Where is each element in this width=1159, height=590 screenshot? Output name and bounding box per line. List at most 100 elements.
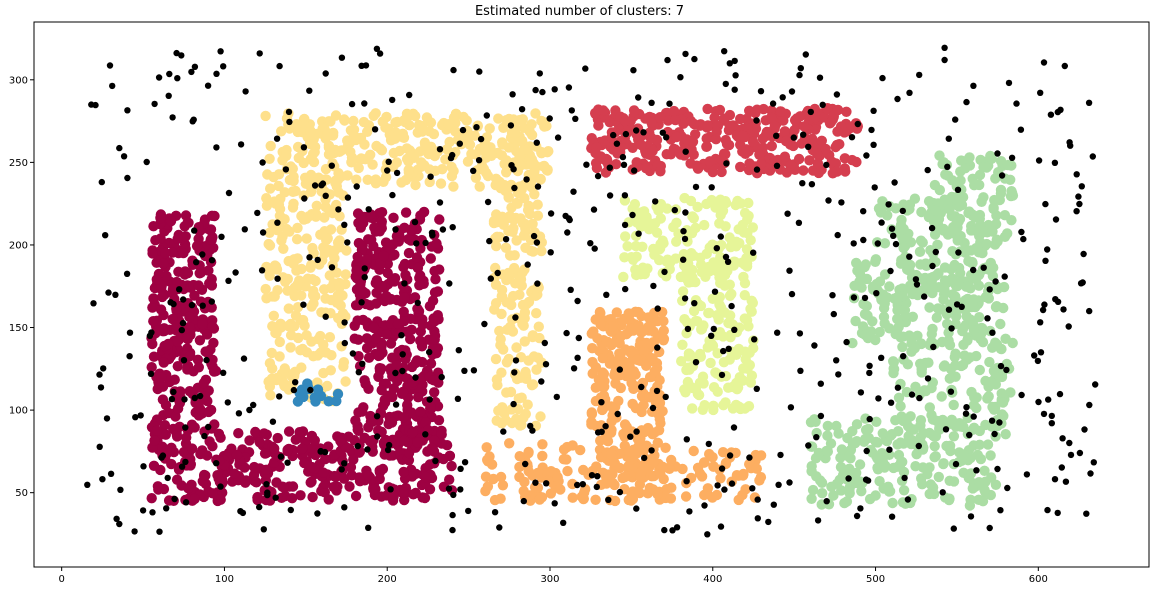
cluster-point	[342, 135, 353, 146]
cluster-point	[587, 343, 598, 354]
cluster-point	[410, 357, 421, 369]
cluster-point	[879, 298, 890, 309]
noise-point	[866, 415, 873, 423]
noise-point	[932, 248, 939, 256]
cluster-point	[948, 431, 960, 442]
noise-point	[800, 131, 807, 138]
cluster-point	[717, 205, 729, 216]
cluster-point	[655, 166, 666, 177]
cluster-point	[607, 321, 618, 332]
noise-point	[754, 496, 761, 503]
cluster-point	[636, 465, 647, 477]
noise-point	[1005, 79, 1013, 87]
noise-point	[635, 230, 642, 237]
cluster-point	[747, 136, 759, 147]
cluster-point	[991, 234, 1002, 245]
noise-point	[429, 232, 436, 239]
noise-point	[151, 100, 158, 108]
cluster-point	[666, 482, 677, 493]
cluster-point	[301, 330, 312, 341]
cluster-point	[410, 179, 421, 191]
cluster-point	[295, 490, 306, 501]
noise-point	[997, 362, 1005, 370]
cluster-point	[466, 148, 477, 160]
noise-point	[1023, 471, 1031, 478]
cluster-point	[403, 164, 414, 176]
cluster-point	[934, 416, 946, 427]
cluster-point	[654, 112, 666, 123]
cluster-point	[719, 269, 731, 281]
noise-point	[225, 189, 233, 197]
noise-point	[533, 239, 541, 246]
noise-point	[274, 219, 281, 226]
cluster-point	[719, 307, 730, 318]
cluster-point	[390, 132, 401, 143]
cluster-point	[390, 360, 402, 371]
cluster-point	[834, 474, 845, 485]
noise-point	[1048, 420, 1056, 427]
noise-point	[554, 134, 562, 141]
cluster-point	[932, 303, 944, 314]
noise-point	[708, 184, 715, 191]
cluster-point	[279, 363, 290, 374]
cluster-point	[151, 274, 162, 285]
noise-point	[788, 88, 796, 95]
cluster-point	[929, 229, 941, 240]
cluster-point	[849, 438, 861, 449]
noise-point	[224, 399, 231, 406]
noise-point	[322, 70, 329, 77]
cluster-point	[630, 240, 642, 252]
cluster-point	[754, 475, 765, 486]
cluster-point	[707, 340, 719, 351]
cluster-point	[519, 336, 530, 347]
cluster-point	[292, 141, 304, 153]
cluster-point	[860, 424, 872, 436]
cluster-point	[201, 329, 213, 340]
noise-point	[551, 500, 558, 507]
noise-point	[260, 526, 267, 533]
noise-point	[786, 267, 793, 274]
cluster-point	[302, 273, 313, 284]
cluster-point	[250, 426, 261, 438]
cluster-point	[271, 477, 282, 488]
cluster-point	[798, 165, 809, 176]
cluster-point	[743, 401, 755, 412]
cluster-point	[412, 303, 423, 314]
cluster-point	[707, 452, 718, 463]
cluster-point	[933, 471, 944, 483]
cluster-point	[900, 310, 911, 321]
noise-point	[259, 159, 266, 166]
cluster-point	[822, 446, 833, 457]
cluster-point	[671, 236, 682, 247]
noise-point	[99, 476, 106, 483]
cluster-point	[644, 391, 656, 403]
noise-point	[916, 71, 923, 79]
cluster-point	[968, 422, 980, 433]
cluster-point	[260, 283, 271, 295]
noise-point	[1003, 366, 1010, 374]
noise-point	[126, 353, 133, 360]
cluster-point	[254, 437, 265, 448]
cluster-point	[259, 448, 271, 459]
noise-point	[652, 198, 659, 205]
noise-point	[633, 127, 640, 134]
cluster-point	[630, 402, 642, 414]
noise-point	[371, 126, 379, 133]
cluster-point	[333, 312, 344, 324]
noise-point	[808, 181, 816, 188]
noise-point	[1075, 193, 1082, 200]
cluster-point	[615, 331, 627, 342]
noise-point	[966, 431, 973, 439]
noise-point	[784, 210, 791, 217]
cluster-point	[293, 332, 304, 344]
cluster-point	[916, 363, 927, 374]
noise-point	[272, 494, 279, 501]
cluster-point	[215, 432, 226, 443]
cluster-point	[938, 361, 950, 372]
noise-point	[973, 467, 980, 474]
cluster-point	[183, 483, 194, 494]
cluster-point	[731, 384, 743, 395]
cluster-point	[261, 464, 272, 475]
cluster-point	[509, 262, 520, 274]
